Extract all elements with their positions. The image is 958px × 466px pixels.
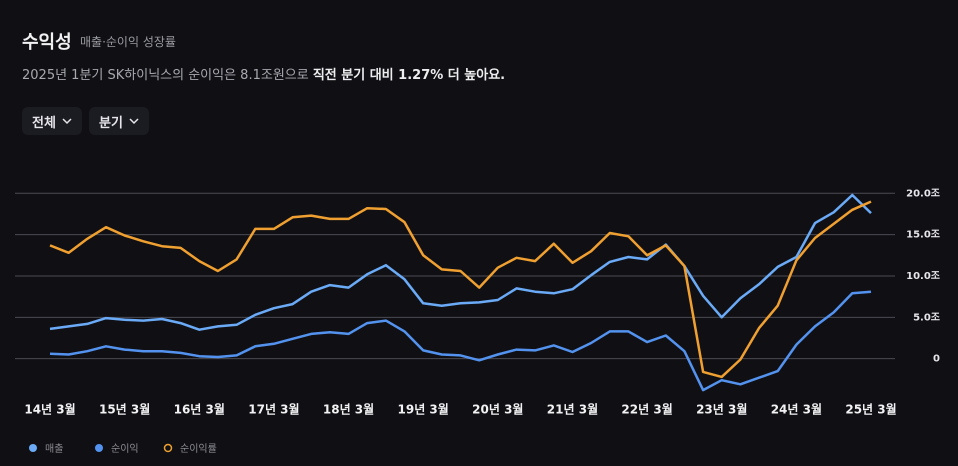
chevron bbox=[62, 118, 72, 125]
x-tick-label: 21년 3월 bbox=[547, 402, 598, 417]
description: 2025년 1분기 SK하이닉스의 순이익은 8.1조원으로 직전 분기 대비 … bbox=[22, 64, 505, 83]
legend-label: 매출 bbox=[45, 443, 63, 455]
section-title: 수익성 bbox=[22, 32, 72, 53]
series-line bbox=[49, 200, 872, 379]
legend-label: 순이익률 bbox=[180, 443, 217, 455]
x-tick-label: 24년 3월 bbox=[771, 402, 822, 417]
x-tick-label: 23년 3월 bbox=[696, 402, 747, 417]
legend-item[interactable]: 순이익 bbox=[95, 443, 139, 455]
x-tick-label: 19년 3월 bbox=[398, 402, 449, 417]
legend-swatch bbox=[29, 444, 37, 452]
y-tick-label: 15.0조 bbox=[906, 229, 940, 241]
legend-swatch bbox=[95, 444, 103, 452]
y-tick-label: 5.0조 bbox=[913, 311, 940, 323]
description-text: 2025년 1분기 SK하이닉스의 순이익은 8.1조원으로 bbox=[22, 68, 313, 83]
series-line bbox=[49, 193, 872, 331]
x-tick-label: 25년 3월 bbox=[845, 402, 896, 417]
dropdown-label: 분기 bbox=[99, 115, 123, 131]
section-subtitle: 매출·순이익 성장률 bbox=[80, 35, 176, 49]
x-tick-label: 16년 3월 bbox=[174, 402, 225, 417]
x-tick-label: 22년 3월 bbox=[621, 402, 672, 417]
period-dropdown[interactable]: 분기 bbox=[89, 107, 149, 135]
dropdown-label: 전체 bbox=[32, 115, 56, 131]
y-tick-label: 10.0조 bbox=[906, 270, 940, 282]
legend-swatch bbox=[163, 443, 173, 453]
y-tick-label: 20.0조 bbox=[906, 187, 940, 199]
range-dropdown[interactable]: 전체 bbox=[22, 107, 82, 135]
series-line bbox=[49, 290, 872, 392]
description-emphasis: 직전 분기 대비 1.27% 더 높아요. bbox=[312, 68, 506, 83]
legend-item[interactable]: 순이익률 bbox=[163, 443, 217, 455]
x-tick-label: 14년 3월 bbox=[24, 402, 75, 417]
x-tick-label: 17년 3월 bbox=[248, 402, 299, 417]
y-tick-label: 0 bbox=[933, 354, 940, 365]
chevron bbox=[129, 118, 139, 125]
legend-label: 순이익 bbox=[111, 443, 139, 455]
legend-item[interactable]: 매출 bbox=[29, 443, 63, 455]
x-tick-label: 15년 3월 bbox=[99, 402, 150, 417]
x-tick-label: 20년 3월 bbox=[472, 402, 523, 417]
x-tick-label: 18년 3월 bbox=[323, 402, 374, 417]
